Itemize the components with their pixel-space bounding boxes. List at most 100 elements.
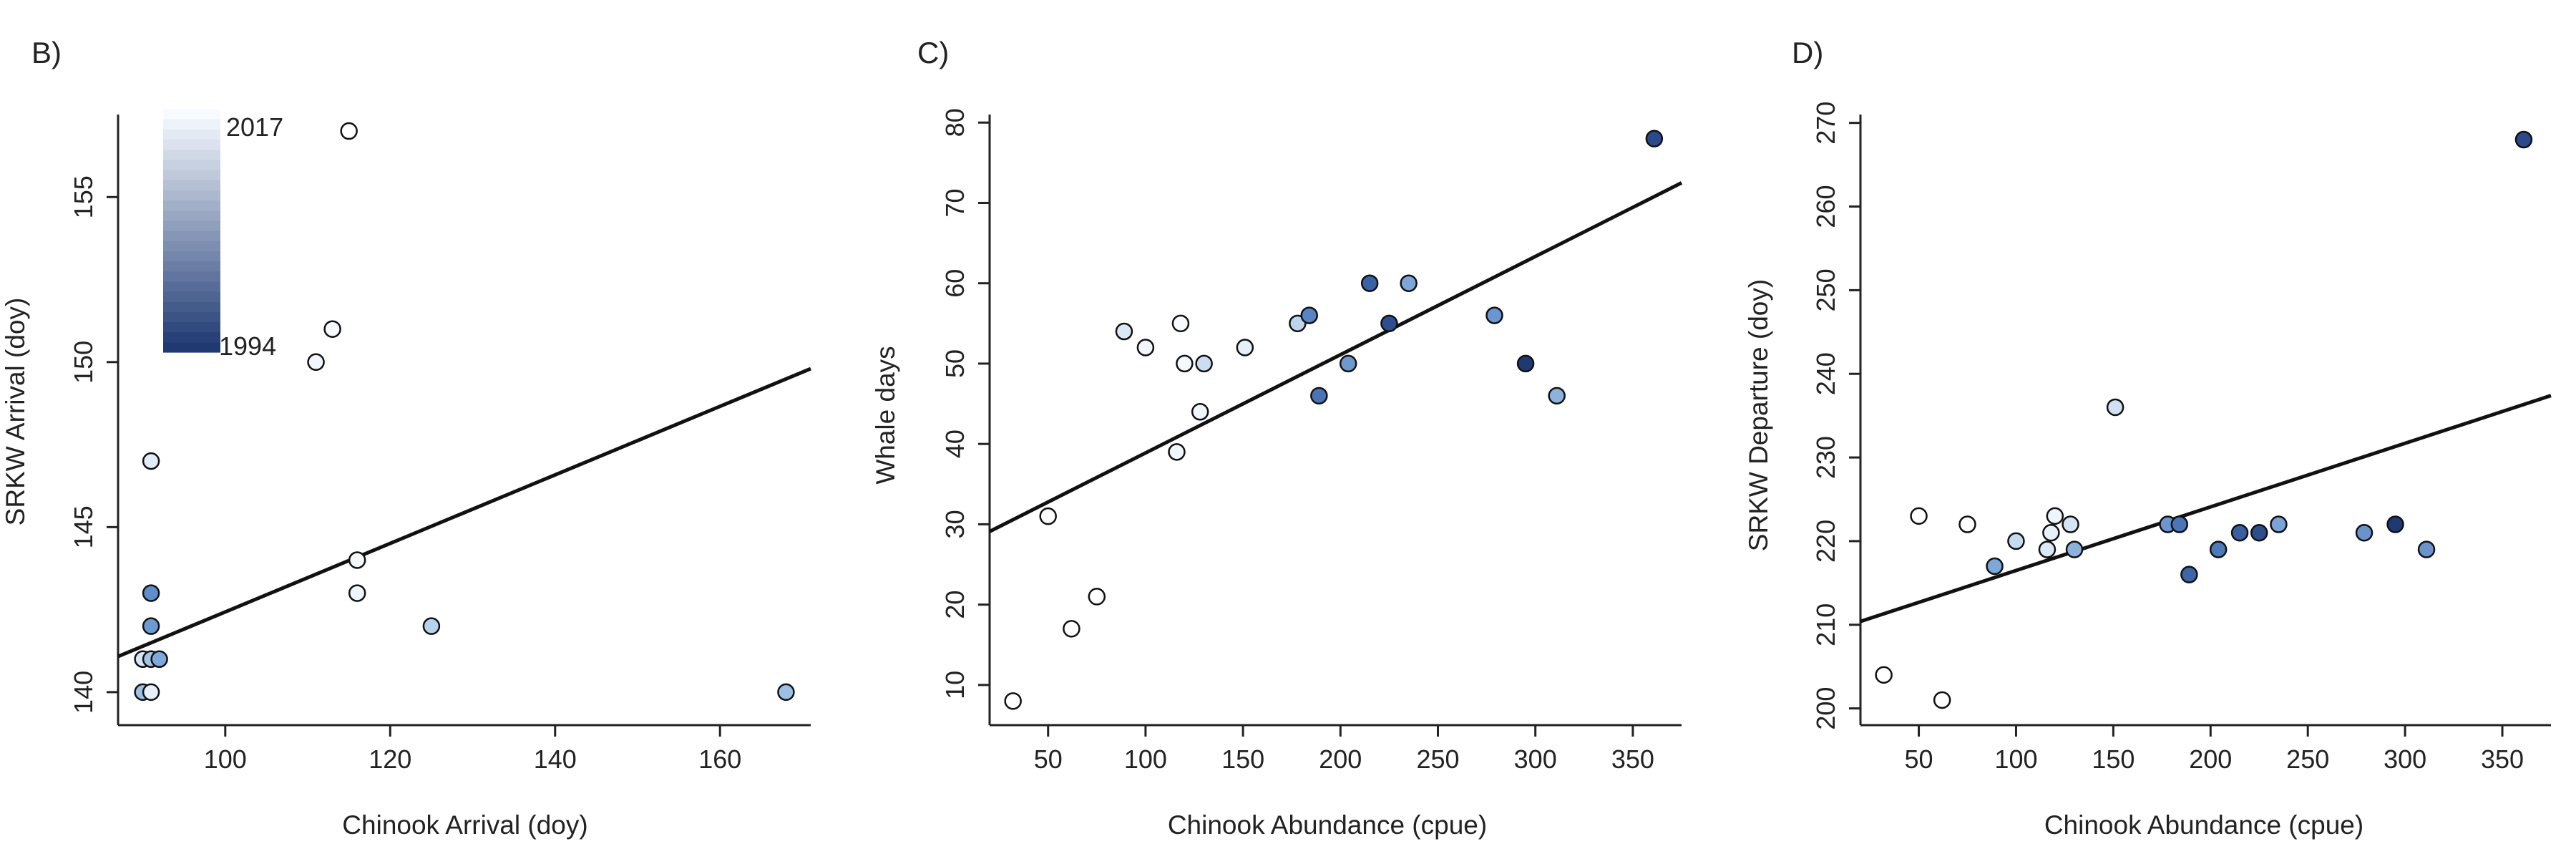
data-point-b — [307, 353, 325, 372]
x-tick-label-b: 120 — [369, 744, 411, 774]
colorbar-band — [163, 321, 220, 333]
colorbar-band — [163, 271, 220, 282]
x-tick-label-d: 250 — [2286, 744, 2329, 774]
panel-d: D) 50 100 150 200 250 300 350 200 210 220 230 240 25… — [1744, 36, 2552, 840]
data-point-d — [2180, 566, 2198, 583]
regression-line-b — [117, 367, 811, 659]
y-tick-label-b: 140 — [69, 671, 98, 714]
data-point-d — [1958, 515, 1976, 533]
data-point-d — [2170, 515, 2189, 533]
y-tick-label-c: 80 — [940, 108, 970, 137]
data-point-c — [1400, 274, 1418, 292]
data-point-c — [1176, 354, 1194, 373]
colorbar-band — [163, 251, 220, 262]
colorbar-band — [163, 149, 220, 160]
x-tick-label-b: 140 — [534, 744, 577, 774]
x-axis-label-c: Chinook Abundance (cpue) — [1168, 810, 1487, 840]
y-tick-label-d: 200 — [1811, 687, 1840, 730]
data-point-c — [1191, 403, 1209, 421]
x-tick-label-d: 50 — [1905, 744, 1933, 774]
colorbar-band — [163, 109, 220, 120]
panel-label-b: B) — [31, 36, 62, 69]
data-point-b — [142, 584, 160, 602]
data-point-c — [1004, 692, 1022, 710]
data-point-b — [348, 584, 366, 602]
y-tick-label-d: 260 — [1811, 185, 1840, 228]
colorbar-band — [163, 341, 220, 353]
data-point-c — [1289, 314, 1307, 333]
data-point-d — [2046, 507, 2064, 525]
y-tick-label-b: 155 — [69, 175, 98, 218]
data-point-b — [777, 683, 795, 702]
data-point-b — [348, 551, 366, 569]
data-point-c — [1548, 387, 1566, 405]
colorbar-band — [163, 230, 220, 241]
colorbar-top-label: 2017 — [226, 112, 283, 142]
colorbar-band — [163, 129, 220, 140]
colorbar-band — [163, 180, 220, 190]
x-tick-label-c: 200 — [1319, 744, 1362, 774]
data-point-d — [1910, 507, 1928, 525]
data-point-b — [142, 452, 160, 470]
data-point-d — [1986, 557, 2004, 576]
data-point-c — [1168, 443, 1186, 461]
colorbar-band — [163, 261, 220, 272]
panel-b: B) 100 120 140 160 140 145 150 155 Chinook Arri… — [1, 36, 811, 840]
panel-label-c: C) — [917, 36, 949, 69]
y-axis-label-c: Whale days — [871, 346, 900, 484]
data-point-c — [1380, 314, 1398, 333]
y-tick-label-c: 60 — [940, 269, 970, 298]
x-tick-label-d: 100 — [1994, 744, 2037, 774]
y-tick-label-c: 50 — [940, 349, 970, 378]
data-point-c — [1115, 322, 1133, 341]
data-point-b — [142, 617, 160, 635]
data-point-d — [1933, 691, 1951, 709]
data-point-d — [2038, 540, 2057, 558]
x-tick-label-b: 100 — [204, 744, 247, 774]
colorbar-band — [163, 190, 220, 201]
data-point-d — [2250, 523, 2268, 542]
year-colorbar: 2017 1994 — [163, 109, 283, 361]
x-axis-label-d: Chinook Abundance (cpue) — [2044, 810, 2363, 840]
y-tick-label-d: 220 — [1811, 520, 1840, 563]
y-tick-label-b: 150 — [69, 341, 98, 384]
data-point-c — [1039, 507, 1057, 525]
colorbar-band — [163, 159, 220, 170]
plot-area-c: 50 100 150 200 250 300 350 10 20 30 40 50 60 70 80 — [940, 108, 1683, 774]
x-tick-label-c: 150 — [1221, 744, 1264, 774]
data-point-c — [1088, 588, 1106, 606]
y-tick-label-d: 270 — [1811, 102, 1840, 145]
data-point-b — [422, 617, 441, 635]
data-point-d — [2106, 398, 2124, 417]
y-tick-label-d: 240 — [1811, 352, 1840, 395]
y-tick-label-c: 40 — [940, 430, 970, 458]
data-point-d — [2355, 523, 2373, 542]
y-tick-label-d: 210 — [1811, 603, 1840, 646]
data-point-c — [1171, 314, 1190, 333]
y-tick-label-b: 145 — [69, 505, 98, 548]
x-tick-label-c: 50 — [1034, 744, 1063, 774]
data-point-b — [323, 320, 341, 338]
data-point-d — [2514, 130, 2533, 149]
data-point-d — [2062, 515, 2079, 533]
colorbar-bands — [163, 109, 220, 353]
y-axis-label-d: SRKW Departure (doy) — [1744, 279, 1773, 551]
x-tick-label-d: 200 — [2189, 744, 2232, 774]
colorbar-band — [163, 139, 220, 150]
colorbar-band — [163, 210, 220, 221]
data-point-c — [1485, 306, 1503, 324]
data-point-d — [2386, 515, 2404, 533]
data-point-b — [150, 650, 168, 669]
panel-c: C) 50 100 150 200 250 300 3501020304050607080 … — [871, 36, 1683, 840]
data-point-d — [2230, 523, 2249, 542]
x-tick-label-d: 350 — [2481, 744, 2524, 774]
plot-area-b: 100 120 140 160 140 145 150 155 — [69, 115, 811, 774]
data-point-c — [1236, 339, 1254, 356]
x-tick-label-d: 300 — [2384, 744, 2426, 774]
x-tick-label-b: 160 — [698, 744, 741, 774]
data-point-c — [1300, 306, 1318, 324]
colorbar-band — [163, 311, 220, 323]
data-point-d — [2007, 532, 2025, 550]
y-tick-label-c: 20 — [940, 591, 970, 619]
x-tick-label-c: 300 — [1514, 744, 1557, 774]
